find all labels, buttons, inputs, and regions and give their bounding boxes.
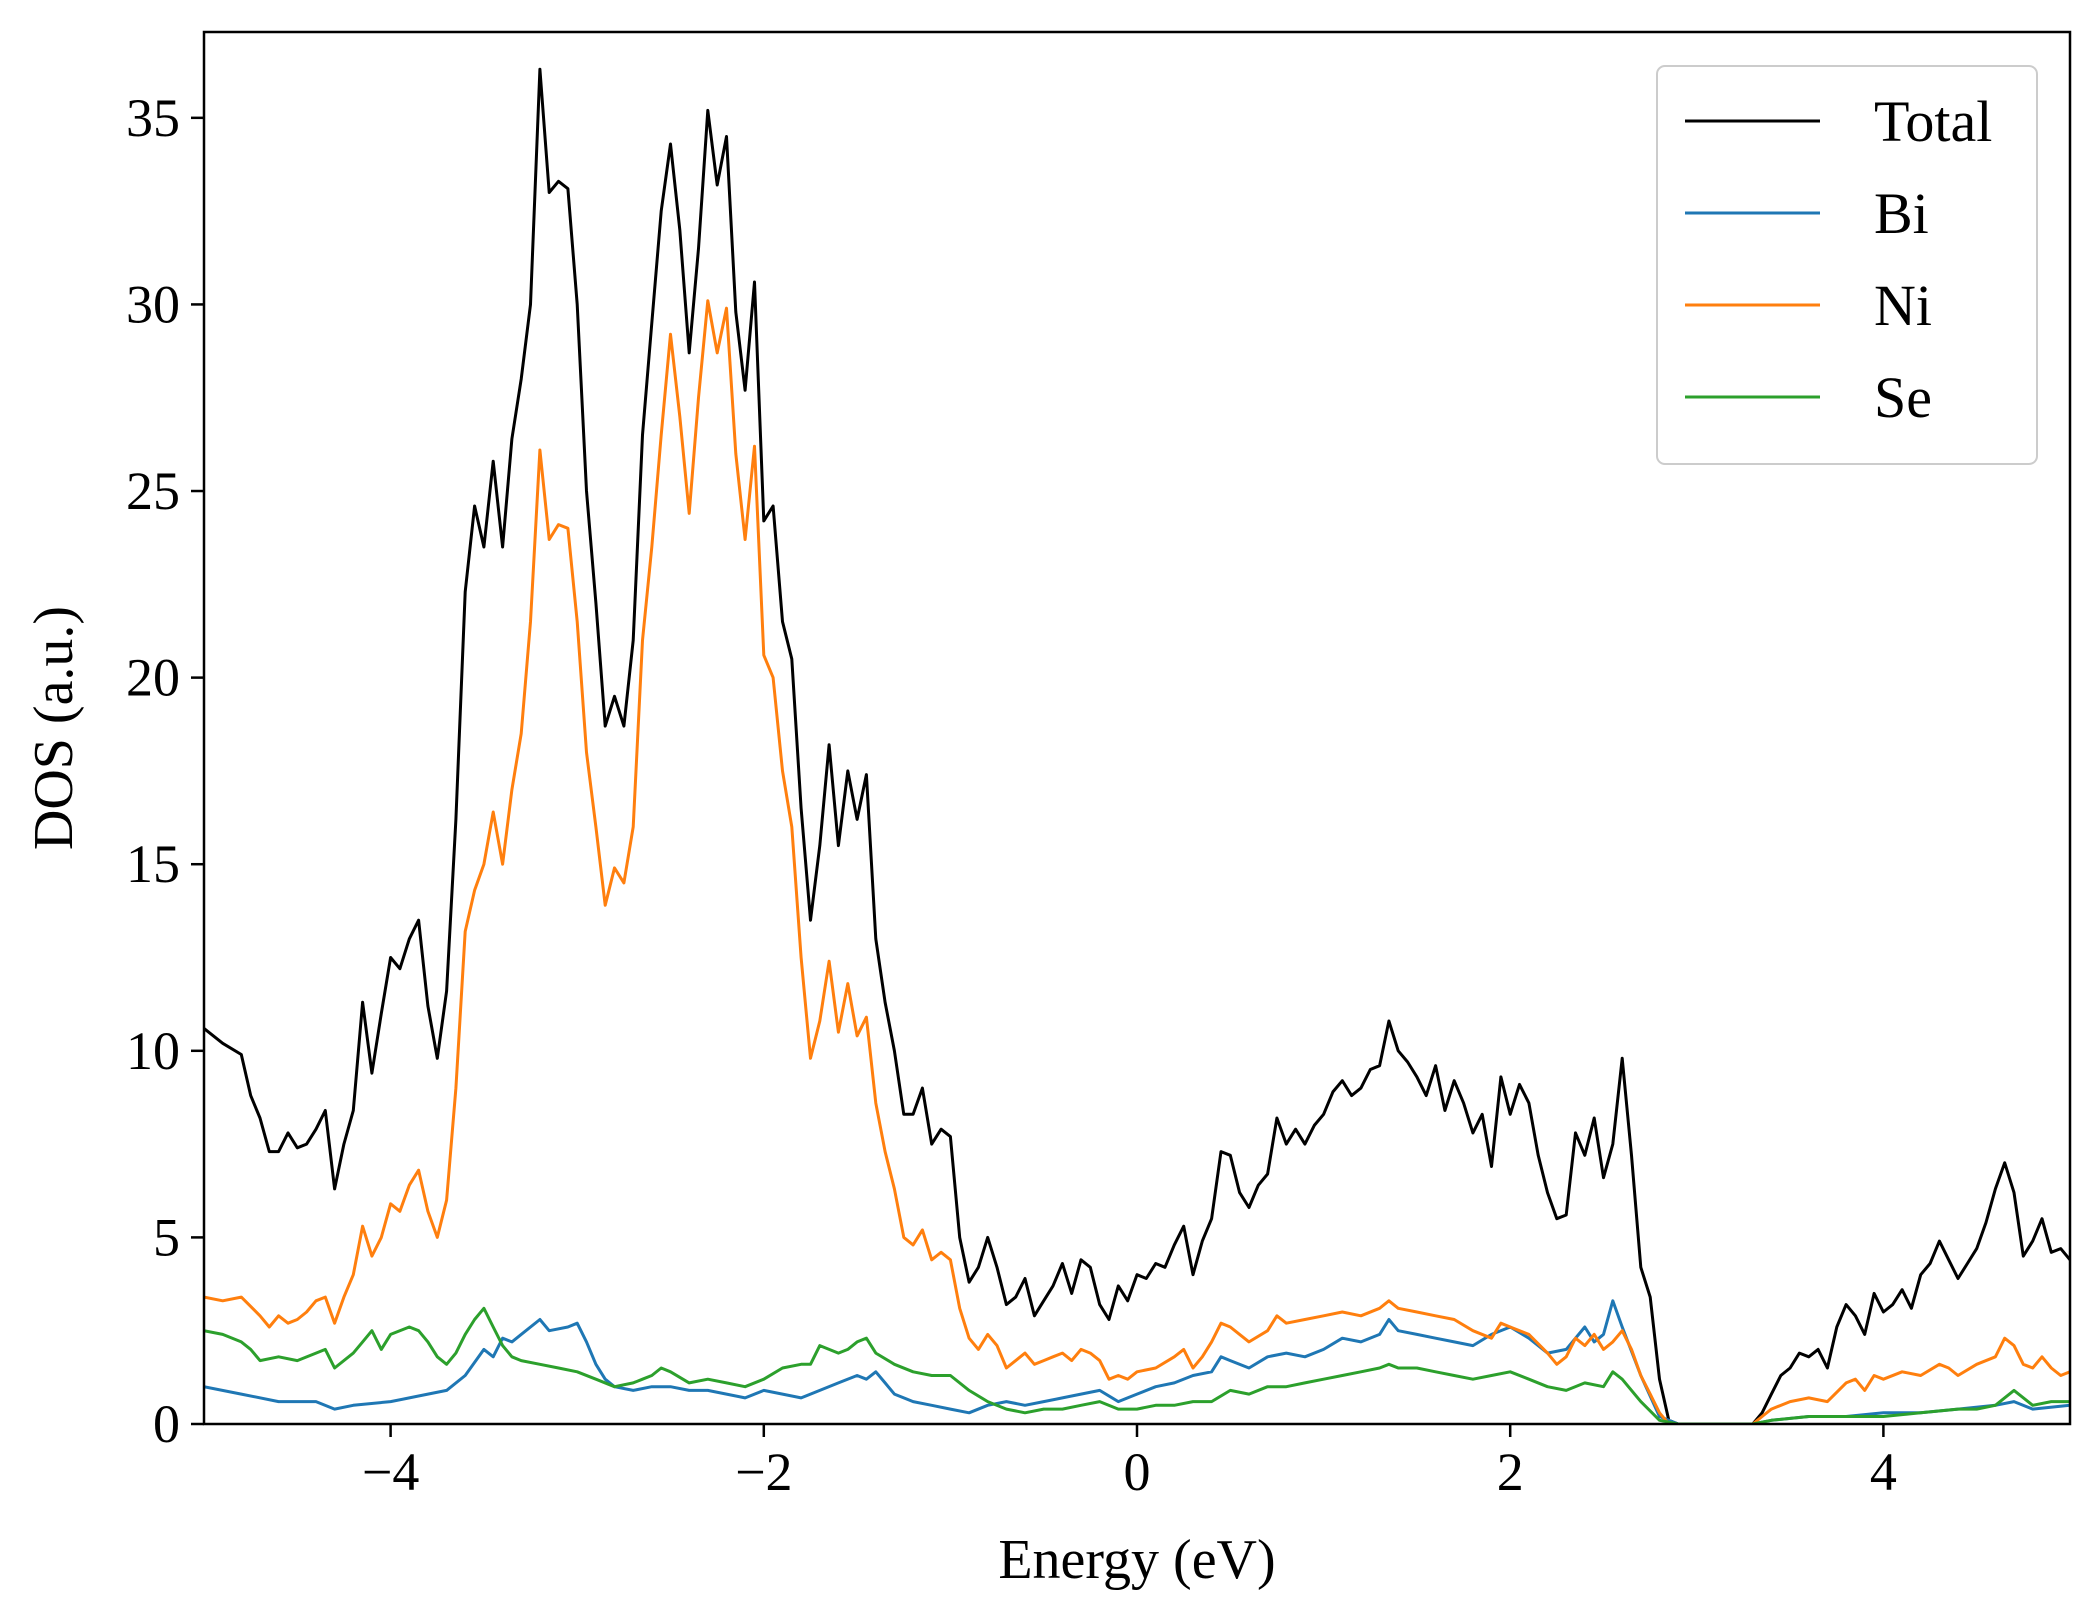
x-axis-label: Energy (eV) xyxy=(998,1529,1275,1591)
y-tick-label: 30 xyxy=(126,274,180,334)
series-line-total xyxy=(204,67,2070,1424)
x-axis: −4 −2 0 2 4 xyxy=(362,1424,1897,1502)
series-line-ni xyxy=(204,299,2070,1424)
y-tick-label: 15 xyxy=(126,834,180,894)
series-line-bi xyxy=(204,1299,2070,1424)
series-line-se xyxy=(204,1306,2070,1424)
y-tick-label: 0 xyxy=(153,1394,180,1454)
x-tick-label: 4 xyxy=(1870,1442,1897,1502)
legend-label-ni: Ni xyxy=(1874,273,1932,338)
series-lines xyxy=(204,67,2070,1424)
y-tick-label: 5 xyxy=(153,1207,180,1267)
legend-label-se: Se xyxy=(1874,365,1932,430)
y-tick-label: 25 xyxy=(126,461,180,521)
legend-frame xyxy=(1656,65,2038,465)
x-tick-label: −4 xyxy=(362,1442,419,1502)
x-tick-label: 0 xyxy=(1124,1442,1151,1502)
x-tick-label: −2 xyxy=(735,1442,792,1502)
legend: Total Bi Ni Se xyxy=(1656,65,2038,465)
legend-label-total: Total xyxy=(1874,89,1992,154)
y-axis: 0 5 10 15 20 25 30 35 xyxy=(126,88,204,1454)
x-tick-label: 2 xyxy=(1497,1442,1524,1502)
y-axis-label: DOS (a.u.) xyxy=(23,606,85,850)
y-tick-label: 10 xyxy=(126,1021,180,1081)
y-tick-label: 35 xyxy=(126,88,180,148)
legend-label-bi: Bi xyxy=(1874,181,1929,246)
y-tick-label: 20 xyxy=(126,648,180,708)
